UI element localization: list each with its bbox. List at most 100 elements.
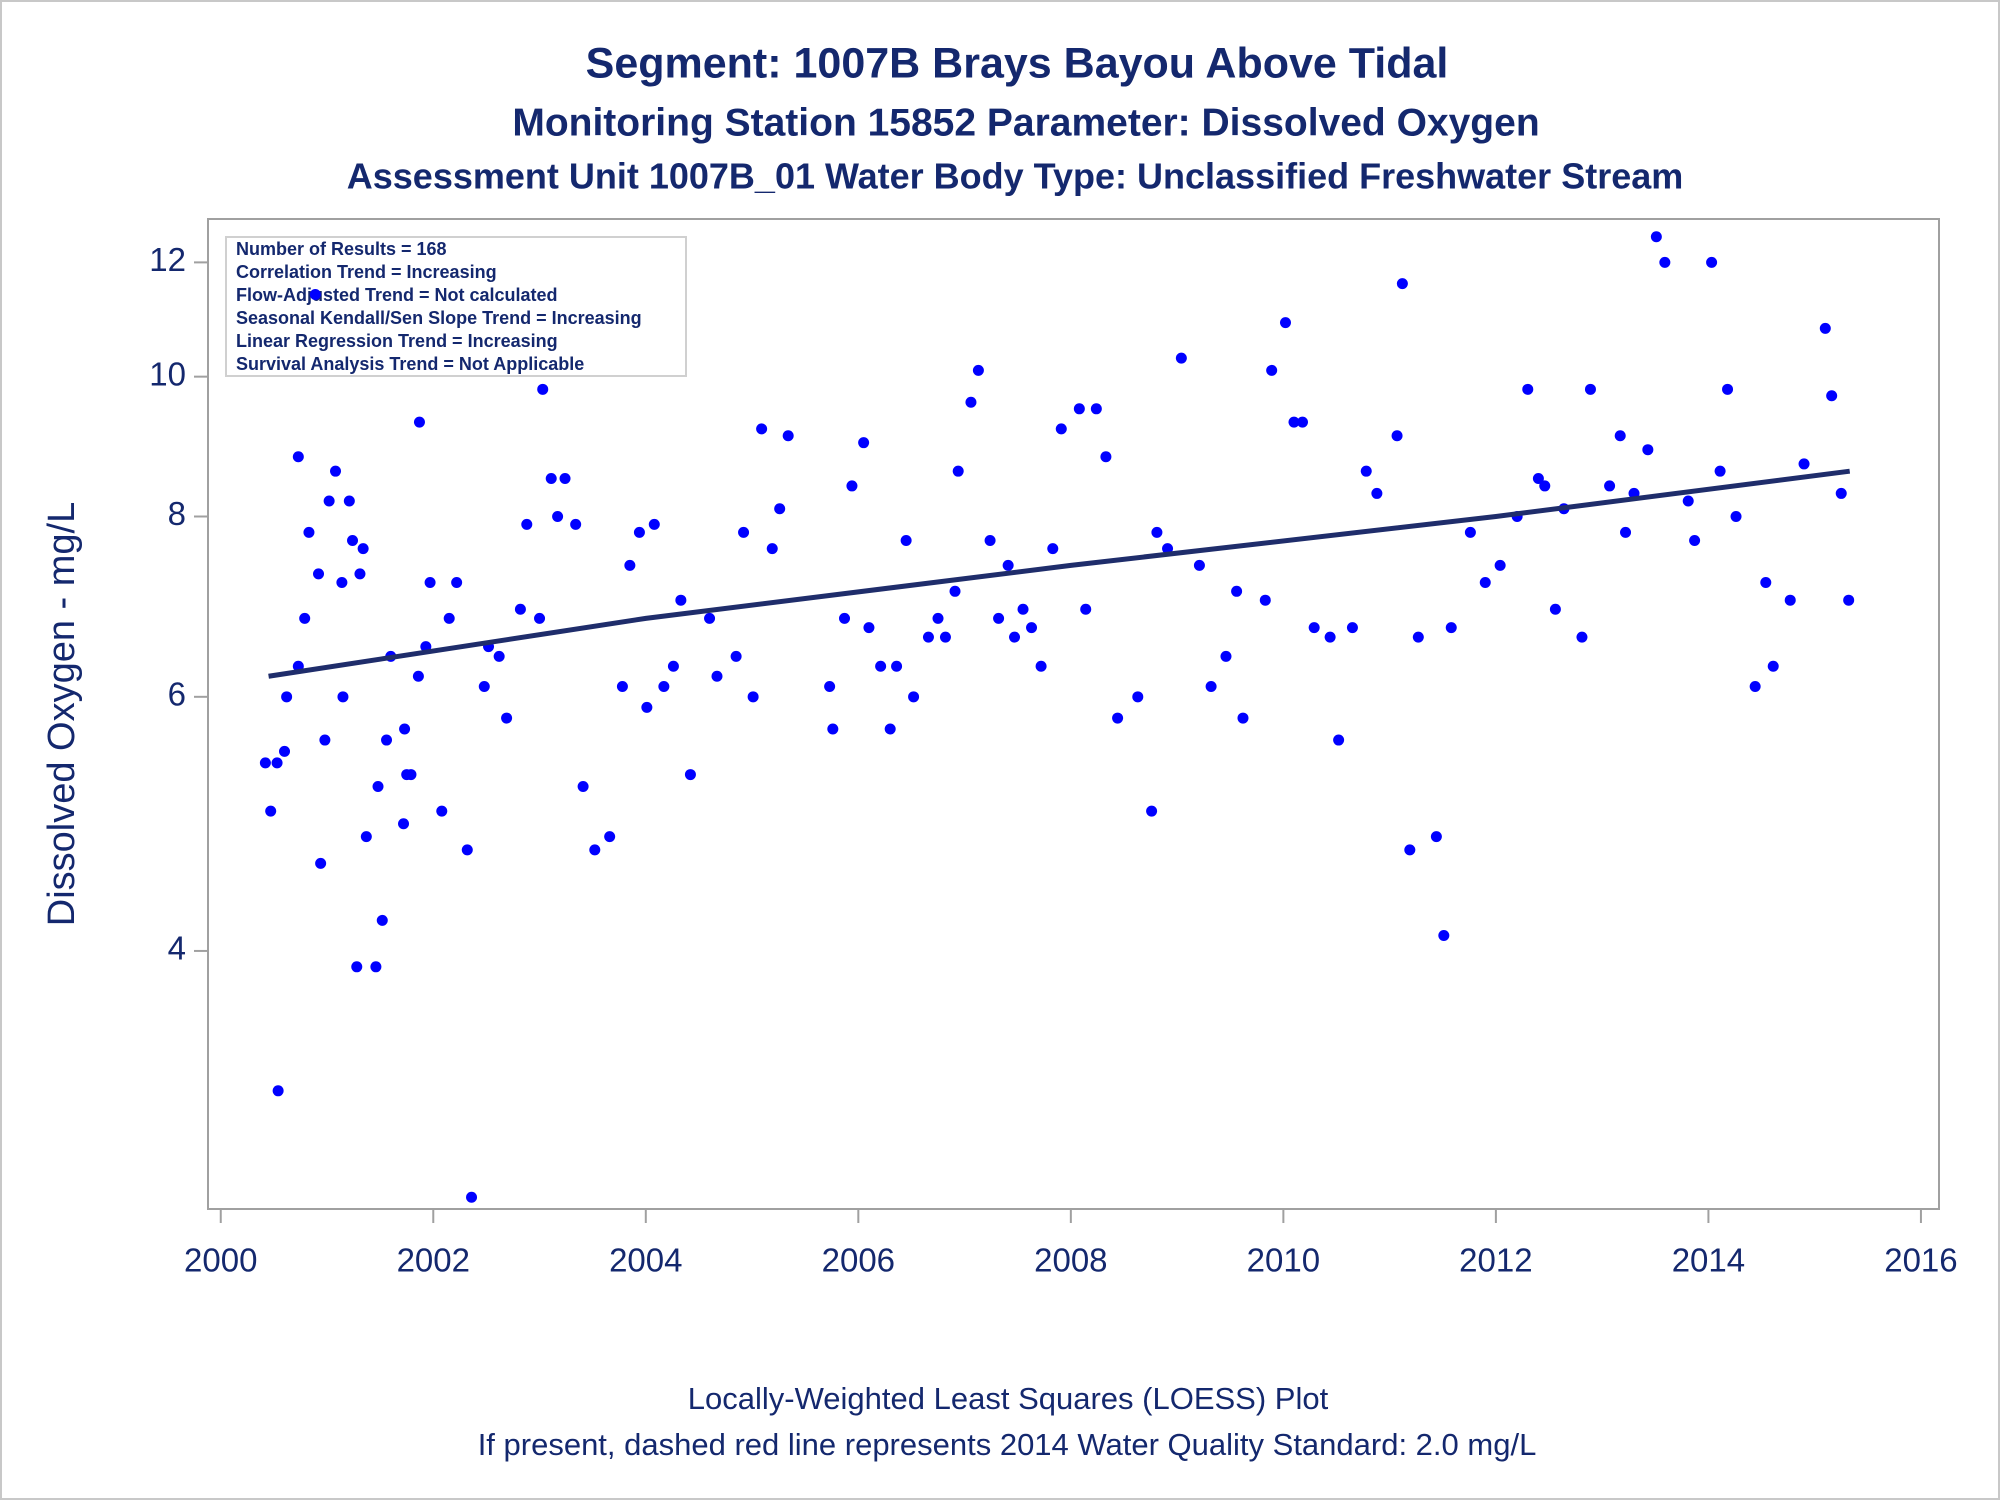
data-point — [1100, 451, 1112, 463]
data-point — [461, 844, 473, 856]
data-point — [398, 818, 410, 830]
data-point — [932, 612, 944, 624]
data-point — [559, 473, 571, 485]
data-point — [1614, 430, 1626, 442]
data-point — [303, 526, 315, 538]
y-axis-title: Dissolved Oxygen - mg/L — [41, 502, 83, 927]
data-point — [424, 577, 436, 589]
data-point — [1231, 585, 1243, 597]
data-point — [1073, 403, 1085, 415]
x-tick-label: 2006 — [822, 1242, 895, 1279]
data-point — [589, 844, 601, 856]
annotation: Seasonal Kendall/Sen Slope Trend = Incre… — [236, 308, 642, 328]
data-point — [360, 831, 372, 843]
data-point — [1017, 603, 1029, 615]
data-point — [1412, 631, 1424, 643]
data-point — [545, 473, 557, 485]
y-tick-label: 8 — [168, 495, 186, 532]
data-point — [1146, 805, 1158, 817]
footnote: If present, dashed red line represents 2… — [478, 1427, 1537, 1462]
data-point — [993, 612, 1005, 624]
x-tick-label: 2002 — [397, 1242, 470, 1279]
data-point — [1576, 631, 1588, 643]
data-point — [1642, 444, 1654, 456]
data-point — [1288, 416, 1300, 428]
data-point — [272, 1085, 284, 1097]
data-point — [336, 577, 348, 589]
data-point — [319, 734, 331, 746]
data-point — [399, 723, 411, 735]
data-point — [922, 631, 934, 643]
annotation: Survival Analysis Trend = Not Applicable — [236, 354, 584, 374]
data-point — [577, 781, 589, 793]
data-point — [1819, 322, 1831, 334]
data-point — [265, 805, 277, 817]
data-point — [1464, 526, 1476, 538]
data-point — [884, 723, 896, 735]
data-point — [1760, 577, 1772, 589]
data-point — [1650, 231, 1662, 243]
x-tick-label: 2004 — [609, 1242, 682, 1279]
data-point — [766, 543, 778, 555]
data-point — [1826, 390, 1838, 402]
annotation-box — [225, 236, 687, 377]
data-point — [1714, 465, 1726, 477]
data-point — [570, 518, 582, 530]
data-point — [323, 495, 335, 507]
data-point — [984, 534, 996, 546]
data-point — [347, 534, 359, 546]
data-point — [372, 781, 384, 793]
data-point — [1193, 559, 1205, 571]
data-point — [1494, 559, 1506, 571]
data-point — [315, 857, 327, 869]
data-point — [552, 511, 564, 523]
data-point — [939, 631, 951, 643]
data-point — [436, 805, 448, 817]
x-tick-label: 2012 — [1459, 1242, 1532, 1279]
x-tick-label: 2000 — [184, 1242, 257, 1279]
data-point — [863, 622, 875, 634]
chart-subtitle: Assessment Unit 1007B_01 Water Body Type… — [347, 156, 1684, 197]
data-point — [1549, 603, 1561, 615]
annotation: Number of Results = 168 — [236, 239, 447, 259]
data-point — [1026, 622, 1038, 634]
data-point — [949, 585, 961, 597]
data-point — [1259, 594, 1271, 606]
y-tick-label: 4 — [168, 930, 186, 967]
data-point — [1112, 712, 1124, 724]
data-point — [1237, 712, 1249, 724]
data-point — [309, 289, 321, 301]
data-point — [858, 437, 870, 449]
data-point — [376, 914, 388, 926]
data-point — [1266, 364, 1278, 376]
data-point — [846, 480, 858, 492]
data-point — [604, 831, 616, 843]
data-point — [1047, 543, 1059, 555]
data-point — [624, 559, 636, 571]
data-point — [354, 568, 366, 580]
data-point — [259, 757, 271, 769]
data-point — [1689, 534, 1701, 546]
data-point — [1438, 929, 1450, 941]
data-point — [443, 612, 455, 624]
data-point — [1784, 594, 1796, 606]
data-point — [774, 503, 786, 515]
data-point — [1404, 844, 1416, 856]
data-point — [1532, 473, 1544, 485]
data-point — [1430, 831, 1442, 843]
data-point — [738, 526, 750, 538]
data-point — [1620, 526, 1632, 538]
data-point — [1730, 511, 1742, 523]
data-point — [675, 594, 687, 606]
data-point — [1055, 423, 1067, 435]
data-point — [405, 769, 417, 781]
data-point — [370, 961, 382, 973]
data-point — [1296, 416, 1308, 428]
data-point — [704, 612, 716, 624]
data-point — [1035, 660, 1047, 672]
data-point — [1080, 603, 1092, 615]
data-point — [466, 1191, 478, 1203]
data-point — [756, 423, 768, 435]
x-tick-label: 2014 — [1672, 1242, 1745, 1279]
data-point — [1360, 465, 1372, 477]
